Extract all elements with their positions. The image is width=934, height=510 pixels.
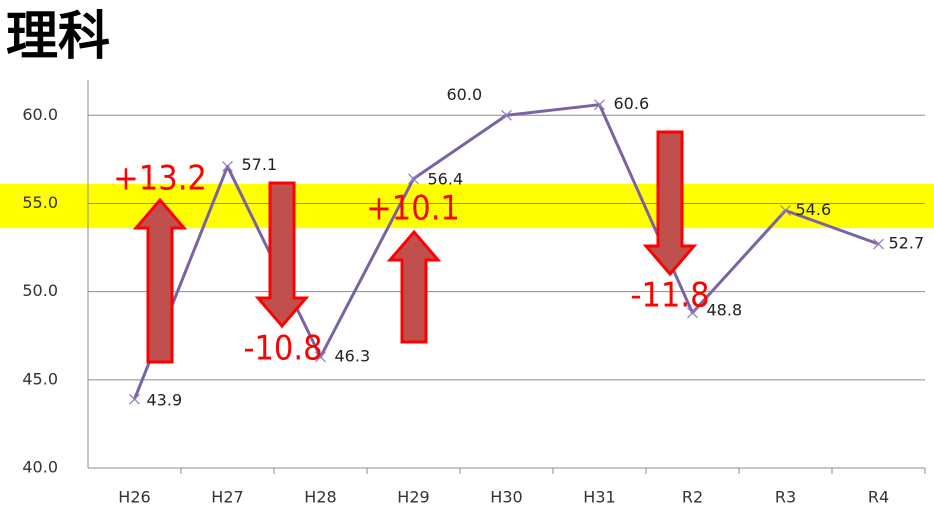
data-marker bbox=[873, 238, 884, 250]
data-label: 52.7 bbox=[889, 234, 925, 253]
x-tick-label: R4 bbox=[868, 488, 889, 507]
data-marker bbox=[408, 173, 419, 185]
arrow bbox=[642, 130, 698, 277]
y-tick-label: 45.0 bbox=[22, 369, 58, 388]
y-tick-label: 50.0 bbox=[22, 281, 58, 300]
arrow bbox=[132, 197, 188, 364]
data-marker bbox=[315, 351, 326, 363]
data-label: 54.6 bbox=[796, 200, 832, 219]
data-marker bbox=[594, 99, 605, 111]
x-tick-label: R2 bbox=[682, 488, 703, 507]
x-tick-label: H28 bbox=[304, 488, 336, 507]
x-tick-label: R3 bbox=[775, 488, 796, 507]
y-tick-label: 40.0 bbox=[22, 458, 58, 477]
data-label: 48.8 bbox=[707, 300, 743, 319]
x-tick-label: H26 bbox=[118, 488, 150, 507]
annotation: +10.1 bbox=[366, 189, 460, 229]
data-marker bbox=[222, 160, 233, 172]
annotation: +13.2 bbox=[113, 159, 207, 199]
data-marker bbox=[687, 307, 698, 319]
data-label: 46.3 bbox=[335, 346, 371, 365]
data-label: 43.9 bbox=[147, 391, 183, 410]
x-tick-label: H31 bbox=[583, 488, 615, 507]
arrow bbox=[386, 229, 442, 344]
annotation: -11.8 bbox=[630, 276, 709, 316]
x-tick-label: H29 bbox=[397, 488, 429, 507]
x-tick-label: H27 bbox=[211, 488, 243, 507]
data-label: 60.0 bbox=[447, 85, 483, 104]
data-label: 60.6 bbox=[614, 94, 650, 113]
arrow bbox=[254, 181, 310, 329]
data-marker bbox=[501, 109, 512, 121]
data-marker bbox=[129, 393, 140, 405]
data-label: 57.1 bbox=[242, 155, 278, 174]
y-tick-label: 55.0 bbox=[22, 193, 58, 212]
data-marker bbox=[780, 205, 791, 216]
y-tick-label: 60.0 bbox=[22, 105, 58, 124]
annotation: -10.8 bbox=[243, 329, 322, 369]
x-tick-label: H30 bbox=[490, 488, 522, 507]
data-label: 56.4 bbox=[428, 169, 464, 188]
chart-title: 理科 bbox=[6, 7, 110, 67]
